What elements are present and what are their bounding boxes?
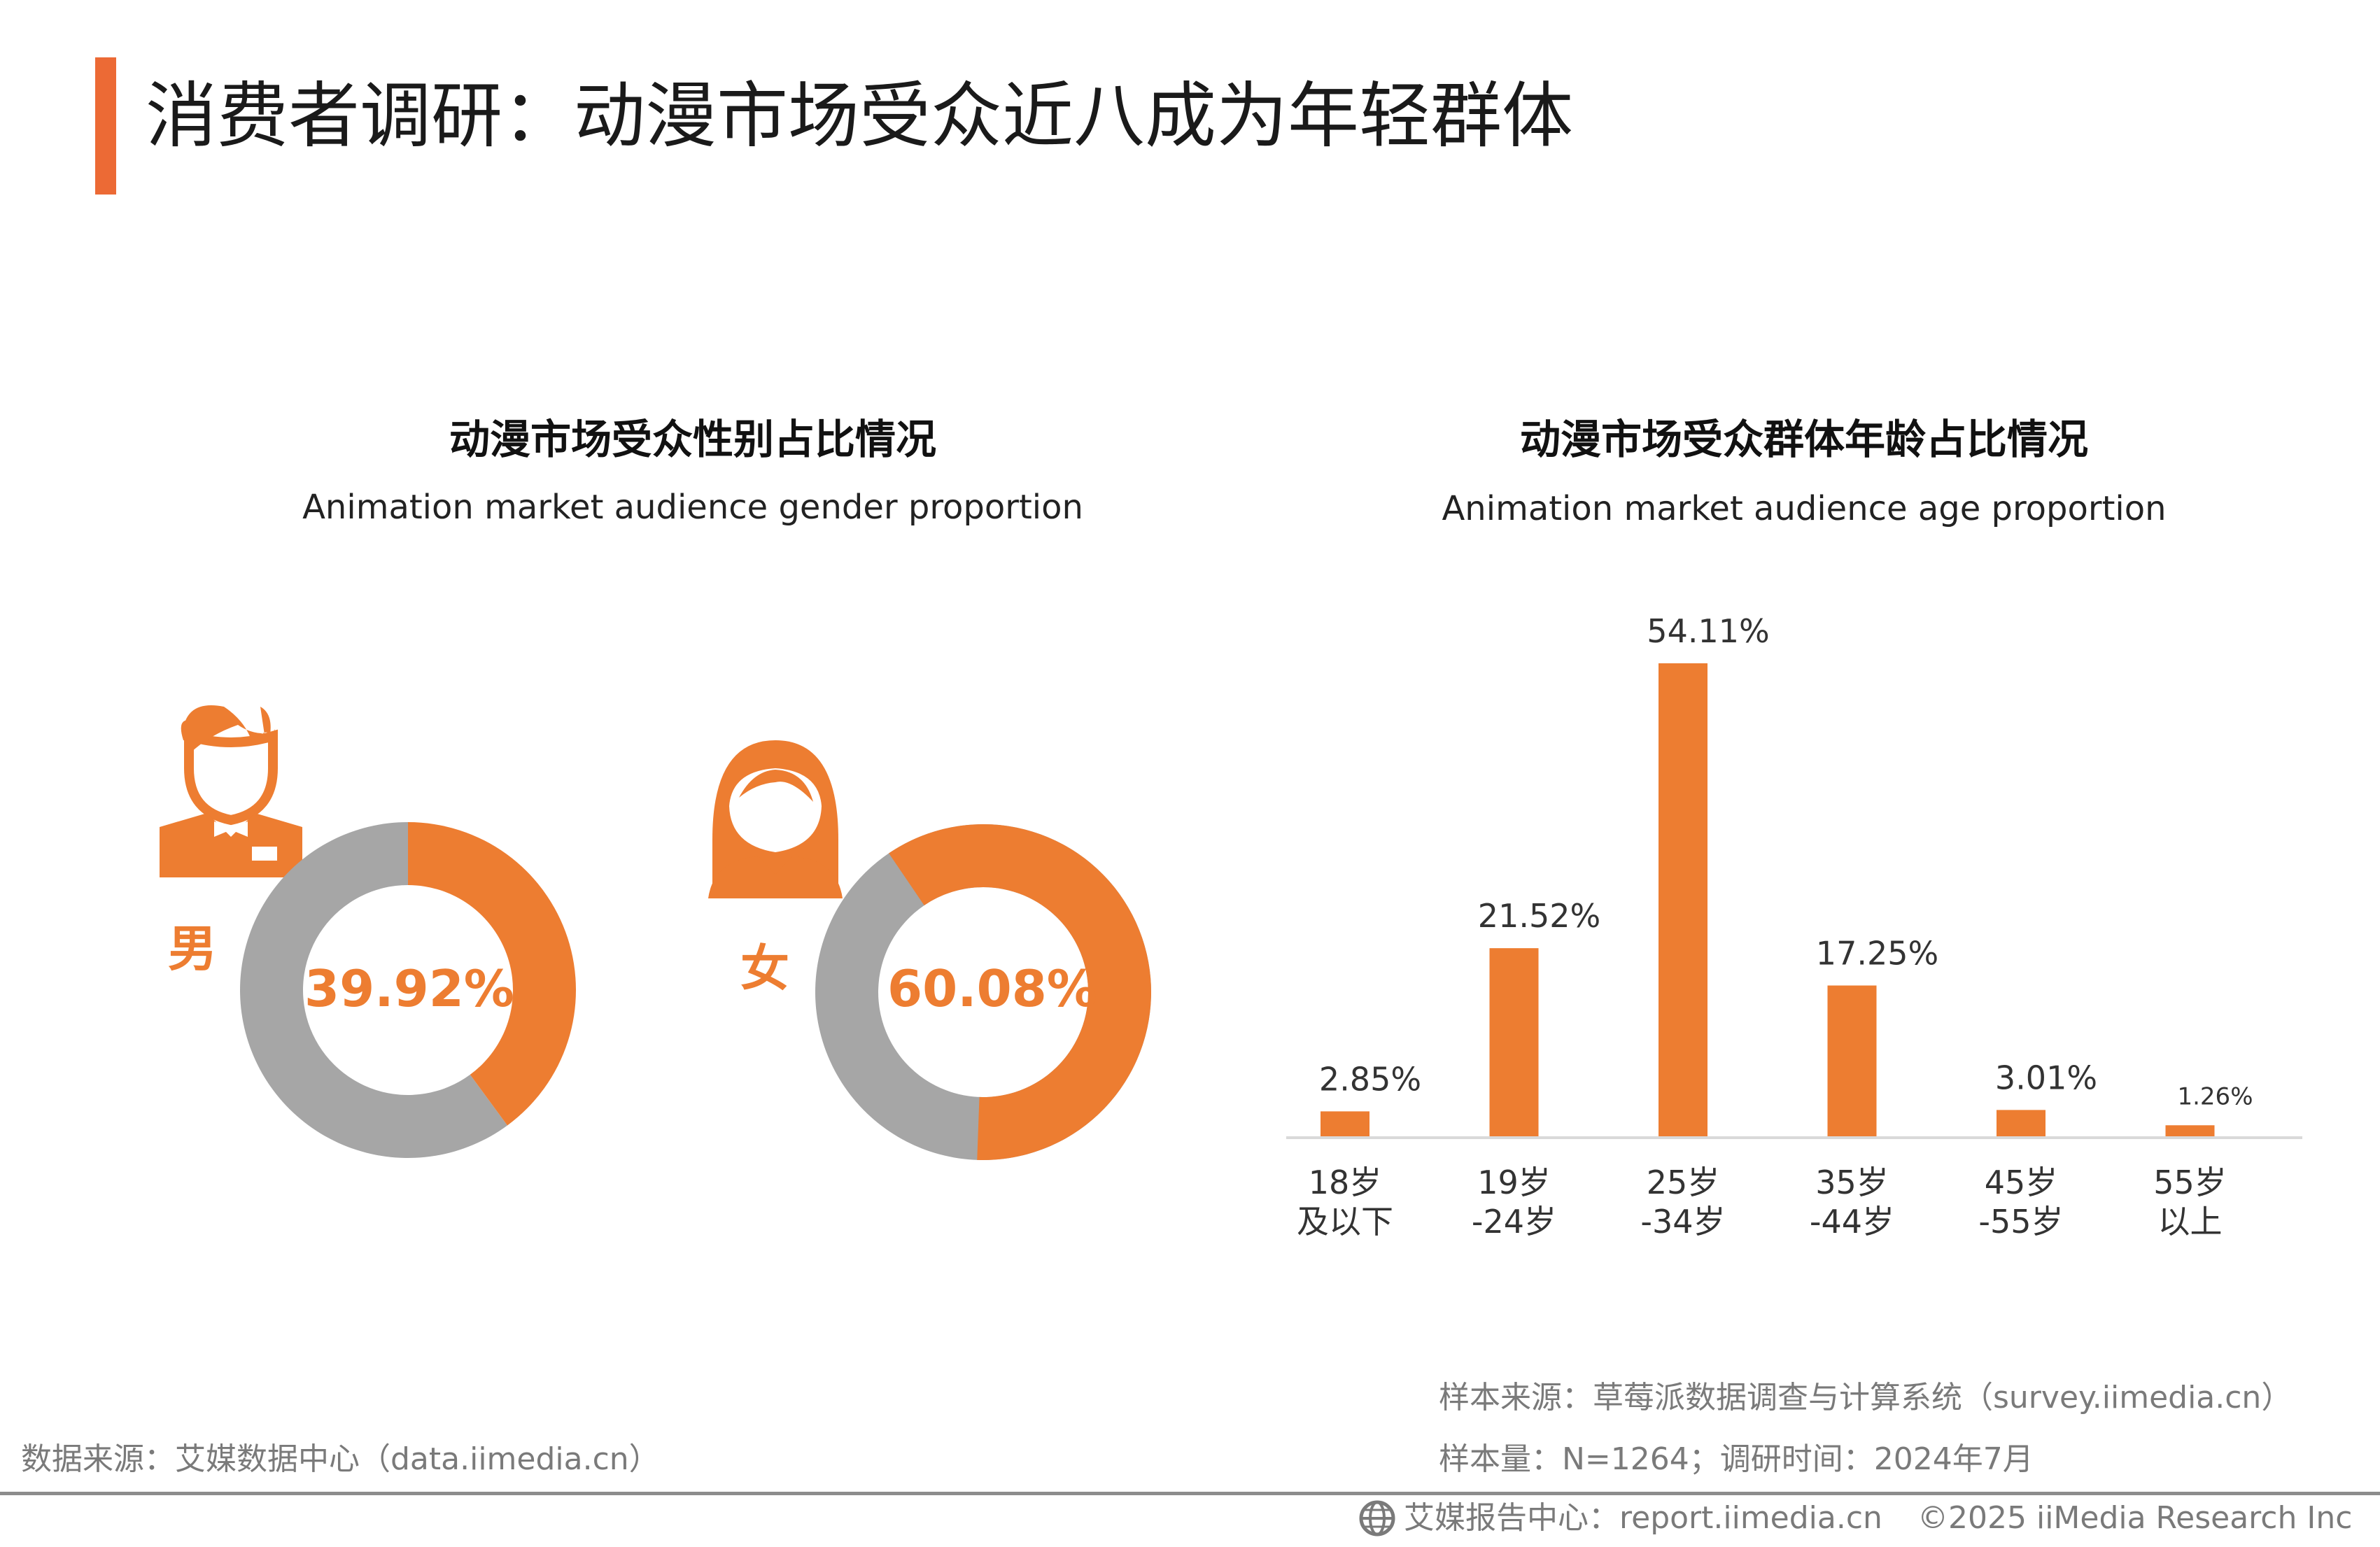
- age-bar-5: [2165, 1125, 2215, 1136]
- female-percentage: 60.08%: [887, 959, 1097, 1018]
- title-accent-bar: [95, 57, 116, 195]
- age-bar-2: [1659, 663, 1707, 1136]
- age-category-label-4-1: -55岁: [1978, 1203, 2063, 1241]
- age-chart-title: 动漫市场受众群体年龄占比情况: [1519, 416, 2088, 463]
- page-title: 消费者调研：动漫市场受众近八成为年轻群体: [146, 75, 1573, 158]
- gender-chart-title: 动漫市场受众性别占比情况: [449, 416, 936, 463]
- male-donut: [240, 822, 577, 1159]
- age-category-label-2-0: 25岁: [1647, 1164, 1720, 1201]
- male-icon: [160, 705, 302, 877]
- report-center[interactable]: 艾媒报告中心：report.iimedia.cn: [1404, 1500, 1882, 1536]
- age-category-label-1-0: 19岁: [1477, 1164, 1551, 1201]
- age-category-label-5-0: 55岁: [2153, 1164, 2227, 1201]
- sample-source: 样本来源：草莓派数据调查与计算系统（survey.iimedia.cn）: [1439, 1380, 2293, 1415]
- age-category-label-0-1: 及以下: [1297, 1203, 1393, 1241]
- female-icon: [708, 740, 843, 898]
- age-category-label-2-1: -34岁: [1640, 1203, 1725, 1241]
- female-donut-share: [889, 824, 1151, 1160]
- female-donut: [815, 824, 1151, 1161]
- data-source: 数据来源：艾媒数据中心（data.iimedia.cn）: [21, 1441, 660, 1477]
- male-donut-share: [408, 822, 577, 1126]
- age-chart-subtitle: Animation market audience age proportion: [1442, 489, 2167, 528]
- age-category-label-4-0: 45岁: [1985, 1164, 2058, 1201]
- male-label: 男: [168, 920, 217, 977]
- age-bar-value-label-3: 17.25%: [1816, 934, 1938, 972]
- age-bar-value-label-0: 2.85%: [1319, 1060, 1421, 1098]
- globe-icon: [1359, 1500, 1395, 1537]
- age-category-label-5-1: 以上: [2158, 1203, 2223, 1241]
- age-bar-value-label-1: 21.52%: [1478, 897, 1600, 935]
- age-bar-value-label-5: 1.26%: [2177, 1082, 2253, 1110]
- age-category-label-0-0: 18岁: [1309, 1164, 1382, 1201]
- male-donut-rest: [240, 822, 508, 1159]
- copyright: ©2025 iiMedia Research Inc: [1917, 1500, 2353, 1536]
- age-bar-3: [1827, 985, 1877, 1136]
- age-bar-0: [1321, 1111, 1369, 1136]
- age-category-label-3-0: 35岁: [1815, 1164, 1889, 1201]
- age-category-label-3-1: -44岁: [1810, 1203, 1894, 1241]
- male-percentage: 39.92%: [304, 959, 514, 1018]
- age-bar-4: [1997, 1110, 2045, 1136]
- age-category-label-1-1: -24岁: [1472, 1203, 1556, 1241]
- female-label: 女: [740, 940, 789, 997]
- sample-size: 样本量：N=1264；调研时间：2024年7月: [1439, 1441, 2034, 1477]
- gender-chart-subtitle: Animation market audience gender proport…: [302, 488, 1083, 527]
- footer-divider: [0, 1492, 2380, 1495]
- age-bar-1: [1489, 948, 1539, 1136]
- age-bar-value-label-4: 3.01%: [1995, 1059, 2097, 1096]
- age-bar-value-label-2: 54.11%: [1647, 612, 1769, 650]
